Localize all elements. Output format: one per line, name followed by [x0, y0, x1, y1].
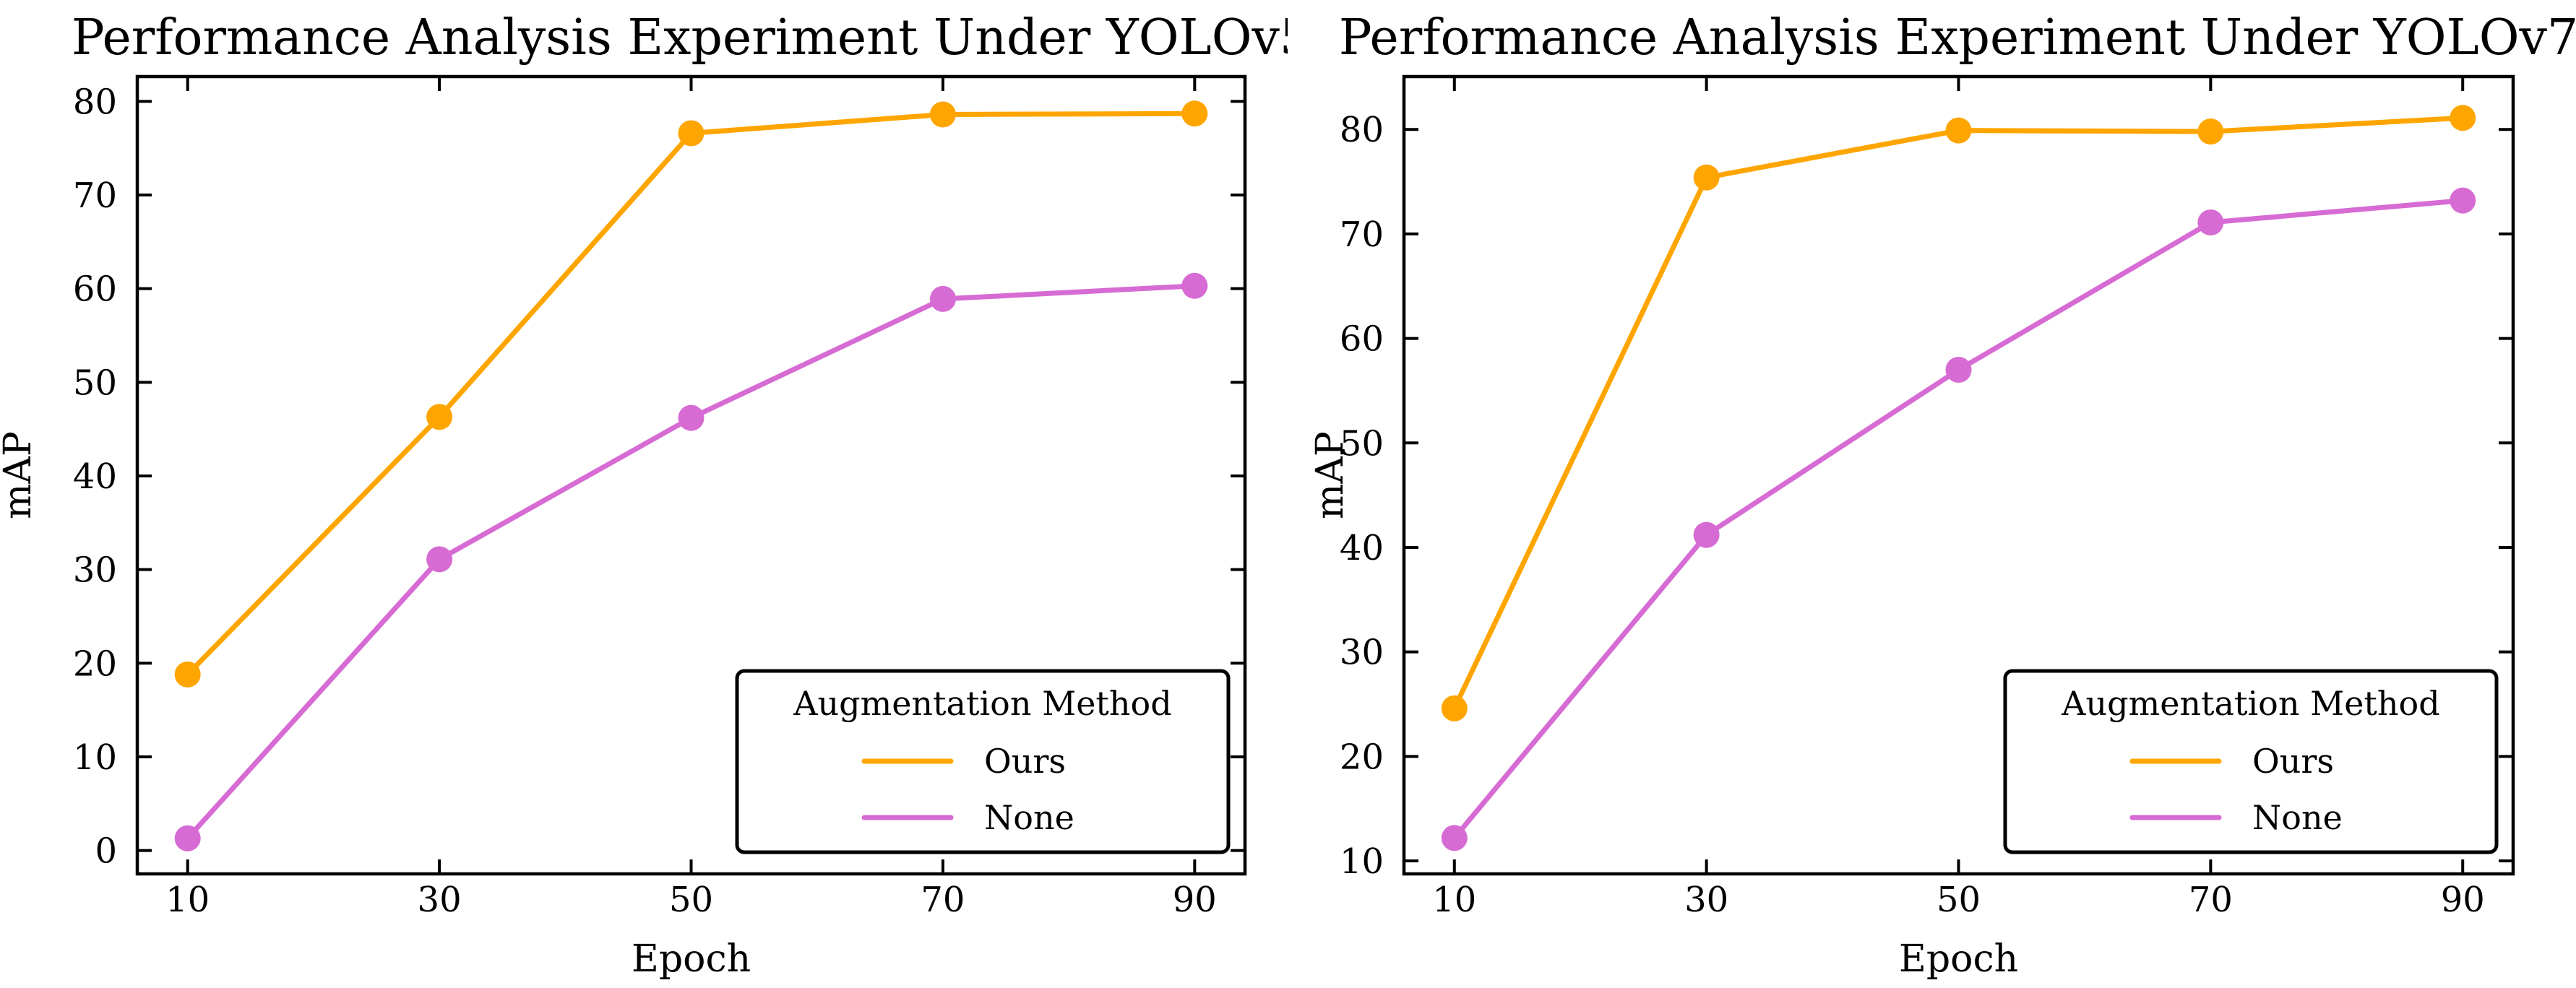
x-tick-label: 90: [1173, 880, 1217, 920]
data-point-ours-epoch-30: [1693, 164, 1720, 191]
legend-label-none: None: [984, 798, 1074, 837]
x-tick-label: 30: [1684, 880, 1728, 920]
x-tick-label: 50: [669, 880, 713, 920]
y-tick-label: 30: [73, 550, 117, 591]
data-point-none-epoch-50: [1945, 357, 1972, 384]
data-point-ours-epoch-50: [678, 120, 705, 147]
x-tick-label: 30: [418, 880, 462, 920]
chart-title: Performance Analysis Experiment Under YO…: [72, 9, 1288, 66]
x-tick-label: 70: [921, 880, 965, 920]
y-tick-label: 70: [73, 176, 117, 216]
axes-spines: [1402, 74, 2515, 876]
legend: Augmentation Method Ours None: [2003, 669, 2499, 854]
y-tick-label: 80: [73, 82, 117, 122]
legend-box: [2003, 669, 2499, 854]
legend-label-ours: Ours: [2252, 742, 2334, 781]
data-point-none-epoch-90: [1181, 272, 1208, 299]
y-tick-label: 50: [73, 363, 117, 403]
x-axis-label: Epoch: [1899, 937, 2018, 981]
x-tick-label: 70: [2189, 880, 2233, 920]
data-point-ours-epoch-30: [426, 404, 453, 430]
data-point-none-epoch-30: [426, 546, 453, 573]
x-tick-label: 50: [1937, 880, 1981, 920]
data-point-ours-epoch-70: [2197, 118, 2224, 145]
axes-spines: [135, 74, 1247, 876]
y-tick-label: 60: [1340, 319, 1384, 360]
legend-title: Augmentation Method: [793, 684, 1171, 723]
x-tick-label: 10: [1432, 880, 1476, 920]
data-point-ours-epoch-70: [929, 101, 956, 128]
y-tick-label: 20: [1340, 737, 1384, 777]
data-point-none-epoch-70: [2197, 209, 2224, 235]
data-point-none-epoch-10: [1441, 825, 1468, 852]
y-tick-label: 40: [1340, 528, 1384, 568]
x-axis-label: Epoch: [632, 937, 751, 981]
data-point-none-epoch-90: [2450, 187, 2476, 214]
data-point-ours-epoch-90: [1181, 100, 1208, 127]
y-axis-label: mAP: [0, 431, 40, 519]
legend: Augmentation Method Ours None: [735, 669, 1231, 854]
data-point-ours-epoch-90: [2450, 105, 2476, 131]
data-point-none-epoch-50: [678, 404, 705, 431]
y-tick-label: 80: [1340, 110, 1384, 150]
data-point-ours-epoch-10: [1441, 695, 1468, 722]
legend-title: Augmentation Method: [2061, 684, 2439, 723]
y-tick-label: 50: [1340, 423, 1384, 464]
y-tick-label: 20: [73, 644, 117, 684]
legend-label-none: None: [2252, 798, 2343, 837]
y-tick-label: 10: [73, 737, 117, 778]
legend-box: [735, 669, 1231, 854]
y-tick-label: 30: [1340, 633, 1384, 673]
y-tick-label: 10: [1340, 841, 1384, 882]
data-point-none-epoch-30: [1693, 521, 1720, 548]
legend-label-ours: Ours: [984, 742, 1066, 781]
y-axis-label: mAP: [1309, 431, 1352, 519]
chart-yolov5: Performance Analysis Experiment Under YO…: [0, 9, 1288, 981]
chart-yolov7: Performance Analysis Experiment Under YO…: [1309, 9, 2576, 981]
x-tick-label: 10: [165, 880, 210, 920]
y-tick-label: 0: [95, 831, 117, 872]
x-tick-label: 90: [2441, 880, 2485, 920]
data-point-ours-epoch-50: [1945, 117, 1972, 144]
data-point-none-epoch-70: [929, 285, 956, 312]
data-point-ours-epoch-10: [174, 661, 201, 688]
data-point-none-epoch-10: [174, 825, 201, 852]
y-tick-label: 60: [73, 269, 117, 310]
chart-title: Performance Analysis Experiment Under YO…: [1339, 9, 2576, 66]
y-tick-label: 40: [73, 456, 117, 497]
y-tick-label: 70: [1340, 214, 1384, 255]
